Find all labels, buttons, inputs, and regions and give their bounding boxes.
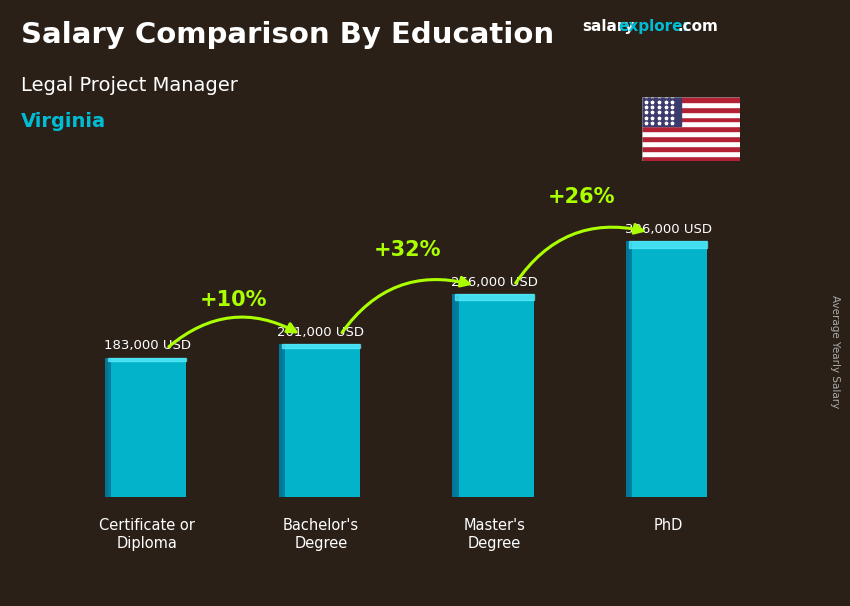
Bar <box>642 132 740 136</box>
Bar <box>642 151 740 156</box>
Text: +32%: +32% <box>374 241 441 261</box>
Bar <box>452 295 459 497</box>
Bar <box>642 146 740 151</box>
Bar <box>281 344 360 348</box>
Bar <box>626 241 632 497</box>
Bar <box>456 295 534 299</box>
Text: +26%: +26% <box>547 187 615 207</box>
Text: 183,000 USD: 183,000 USD <box>104 339 190 352</box>
Text: Certificate or
Diploma: Certificate or Diploma <box>99 518 195 551</box>
Bar <box>642 126 740 132</box>
Bar <box>642 141 740 146</box>
Bar <box>456 295 534 497</box>
Bar <box>642 97 740 102</box>
Bar <box>281 344 360 497</box>
Bar <box>629 241 707 497</box>
Text: Master's
Degree: Master's Degree <box>463 518 525 551</box>
Text: Average Yearly Salary: Average Yearly Salary <box>830 295 840 408</box>
Bar <box>108 358 186 497</box>
Bar <box>629 241 707 248</box>
Text: PhD: PhD <box>654 518 683 533</box>
Text: explorer: explorer <box>619 19 691 35</box>
Bar <box>279 344 285 497</box>
Text: 336,000 USD: 336,000 USD <box>625 223 711 236</box>
Text: Virginia: Virginia <box>21 112 106 131</box>
Bar <box>642 107 740 112</box>
Text: .com: .com <box>677 19 718 35</box>
Bar <box>642 136 740 141</box>
Bar <box>642 121 740 126</box>
Text: 201,000 USD: 201,000 USD <box>277 325 365 339</box>
Bar <box>642 112 740 116</box>
Bar <box>108 358 186 361</box>
Bar <box>105 358 111 497</box>
Text: Bachelor's
Degree: Bachelor's Degree <box>283 518 359 551</box>
Bar <box>642 97 681 126</box>
Bar <box>642 116 740 121</box>
Text: +10%: +10% <box>201 290 268 310</box>
Text: Legal Project Manager: Legal Project Manager <box>21 76 238 95</box>
Text: Salary Comparison By Education: Salary Comparison By Education <box>21 21 554 49</box>
Text: 266,000 USD: 266,000 USD <box>451 276 538 289</box>
Text: salary: salary <box>582 19 635 35</box>
Bar <box>642 156 740 161</box>
Bar <box>642 102 740 107</box>
